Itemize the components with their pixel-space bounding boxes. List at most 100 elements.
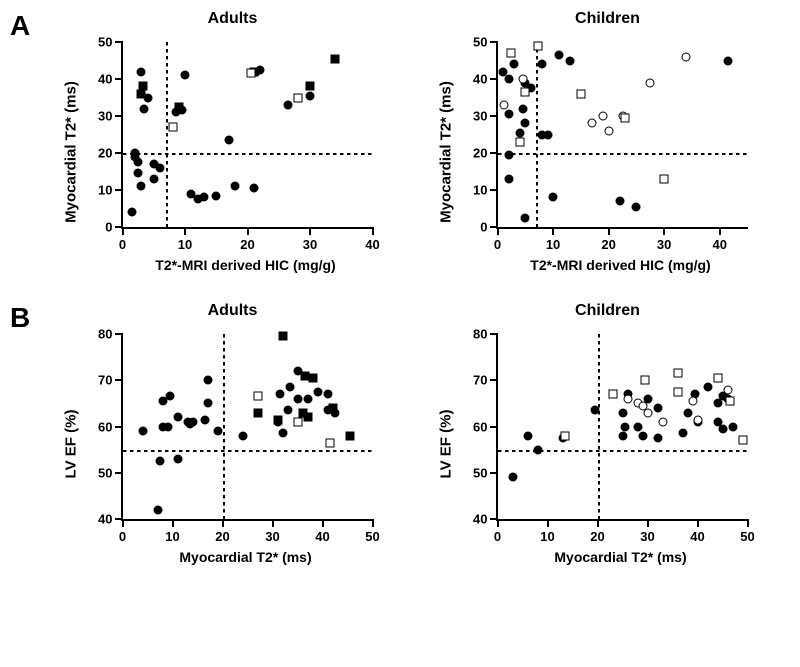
data-point xyxy=(127,208,136,217)
data-point xyxy=(326,438,335,447)
x-tick-label: 50 xyxy=(740,519,754,544)
y-tick-label: 20 xyxy=(473,146,497,161)
data-point xyxy=(134,158,143,167)
plot-area: 405060708001020304050 xyxy=(496,334,748,521)
data-point xyxy=(646,78,655,87)
data-point xyxy=(728,422,737,431)
y-tick-label: 30 xyxy=(473,109,497,124)
data-point xyxy=(673,369,682,378)
data-point xyxy=(713,373,722,382)
x-tick-label: 30 xyxy=(657,227,671,252)
data-point xyxy=(504,174,513,183)
data-point xyxy=(188,417,197,426)
data-point xyxy=(213,427,222,436)
y-tick-label: 80 xyxy=(98,327,122,342)
data-point xyxy=(643,408,652,417)
y-tick-label: 50 xyxy=(98,35,122,50)
data-point xyxy=(278,332,287,341)
data-point xyxy=(653,404,662,413)
data-point xyxy=(591,406,600,415)
y-tick-label: 60 xyxy=(473,419,497,434)
data-point xyxy=(328,404,337,413)
data-point xyxy=(633,422,642,431)
data-point xyxy=(140,104,149,113)
data-point xyxy=(726,397,735,406)
data-point xyxy=(203,399,212,408)
data-point xyxy=(134,169,143,178)
data-point xyxy=(521,119,530,128)
x-tick-label: 10 xyxy=(540,519,554,544)
data-point xyxy=(173,413,182,422)
data-point xyxy=(518,104,527,113)
data-point xyxy=(599,112,608,121)
x-tick-label: 0 xyxy=(119,227,126,252)
v-ref-line xyxy=(598,334,600,519)
data-point xyxy=(173,454,182,463)
data-point xyxy=(683,408,692,417)
data-point xyxy=(504,150,513,159)
data-point xyxy=(693,415,702,424)
data-point xyxy=(587,119,596,128)
y-tick-label: 60 xyxy=(98,419,122,434)
data-point xyxy=(293,417,302,426)
y-tick-label: 40 xyxy=(98,72,122,87)
y-tick-label: 70 xyxy=(98,373,122,388)
data-point xyxy=(723,385,732,394)
x-tick-label: 10 xyxy=(178,227,192,252)
y-axis-label: Myocardial T2* (ms) xyxy=(62,81,79,223)
x-tick-label: 30 xyxy=(303,227,317,252)
data-point xyxy=(246,69,255,78)
data-point xyxy=(138,427,147,436)
data-point xyxy=(561,431,570,440)
data-point xyxy=(286,383,295,392)
chart-cell: Children405060708001020304050LV EF (%)My… xyxy=(425,302,790,564)
data-point xyxy=(641,376,650,385)
data-point xyxy=(576,89,585,98)
v-ref-line xyxy=(166,42,168,227)
data-point xyxy=(653,434,662,443)
x-tick-label: 20 xyxy=(601,227,615,252)
data-point xyxy=(181,71,190,80)
x-tick-label: 40 xyxy=(690,519,704,544)
chart-cell: Adults405060708001020304050LV EF (%)Myoc… xyxy=(50,302,415,564)
x-axis-label: Myocardial T2* (ms) xyxy=(179,545,311,572)
data-point xyxy=(303,413,312,422)
data-point xyxy=(621,113,630,122)
x-tick-label: 40 xyxy=(712,227,726,252)
y-tick-label: 40 xyxy=(473,72,497,87)
data-point xyxy=(510,60,519,69)
x-tick-label: 10 xyxy=(165,519,179,544)
data-point xyxy=(137,182,146,191)
y-tick-label: 10 xyxy=(98,183,122,198)
data-point xyxy=(283,406,292,415)
chart-cell: Adults01020304050010203040Myocardial T2*… xyxy=(50,10,415,272)
data-point xyxy=(331,54,340,63)
data-point xyxy=(199,193,208,202)
data-point xyxy=(508,473,517,482)
data-point xyxy=(253,408,262,417)
data-point xyxy=(523,431,532,440)
data-point xyxy=(678,429,687,438)
x-tick-label: 10 xyxy=(546,227,560,252)
data-point xyxy=(604,126,613,135)
data-point xyxy=(156,457,165,466)
x-tick-label: 30 xyxy=(640,519,654,544)
data-point xyxy=(201,415,210,424)
x-axis-label: T2*-MRI derived HIC (mg/g) xyxy=(530,253,710,280)
data-point xyxy=(156,163,165,172)
plot-wrap: 405060708001020304050LV EF (%)Myocardial… xyxy=(73,324,393,564)
chart-cell: Children01020304050010203040Myocardial T… xyxy=(425,10,790,272)
data-point xyxy=(203,376,212,385)
panel-label: A xyxy=(10,10,40,42)
data-point xyxy=(688,397,697,406)
chart-title: Children xyxy=(425,10,790,28)
data-point xyxy=(554,50,563,59)
data-point xyxy=(618,431,627,440)
h-ref-line xyxy=(123,450,373,452)
data-point xyxy=(500,100,509,109)
data-point xyxy=(273,415,282,424)
x-tick-label: 0 xyxy=(119,519,126,544)
x-tick-label: 20 xyxy=(215,519,229,544)
data-point xyxy=(238,431,247,440)
y-tick-label: 20 xyxy=(98,146,122,161)
